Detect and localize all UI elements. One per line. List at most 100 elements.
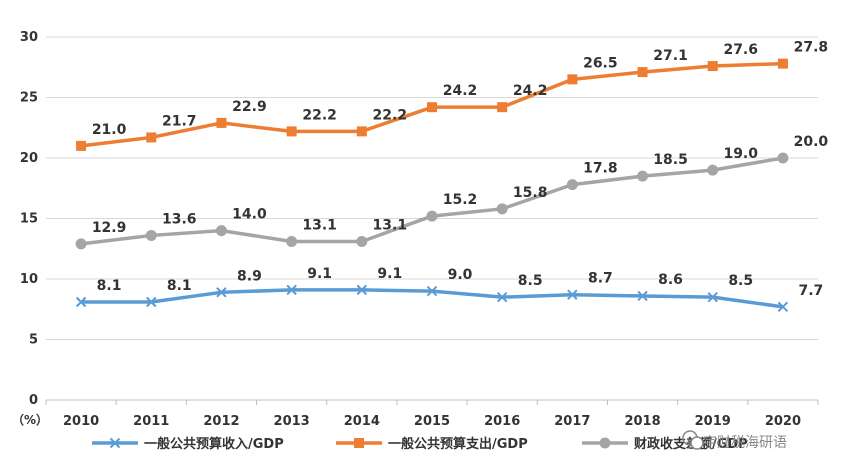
data-label: 18.5 [653, 152, 688, 168]
data-point-marker [356, 126, 367, 137]
data-label: 21.7 [162, 113, 197, 129]
data-point-marker [497, 102, 508, 113]
data-labels: 8.1 8.1 8.9 9.1 9.1 9.0 8.5 8.7 8.6 8.5 7.7 21.0 21.… [92, 40, 829, 299]
data-label: 7.7 [799, 283, 824, 299]
legend-entry: 一般公共预算支出/GDP [336, 436, 528, 452]
series [75, 58, 789, 313]
data-point-marker [216, 117, 227, 128]
data-label: 8.1 [97, 278, 122, 294]
data-point-marker [566, 179, 578, 191]
data-point-marker [216, 287, 227, 298]
legend-label: 一般公共预算收入/GDP [144, 436, 284, 452]
x-tick-label: 2012 [203, 414, 239, 429]
data-point-marker [146, 132, 157, 143]
data-point-marker [286, 235, 298, 247]
data-point-marker [777, 301, 789, 313]
data-label: 27.1 [653, 48, 688, 64]
data-label: 24.2 [443, 83, 478, 99]
data-point-marker [777, 58, 788, 69]
data-label: 8.5 [728, 273, 753, 289]
data-point-marker [599, 437, 611, 449]
series-square [76, 58, 788, 151]
data-label: 13.1 [373, 217, 408, 233]
data-label: 8.9 [237, 268, 262, 284]
data-point-marker [356, 284, 368, 296]
x-tick-label: 2010 [63, 414, 99, 429]
legend-label: 一般公共预算支出/GDP [388, 436, 528, 452]
x-tick-label: 2017 [554, 414, 590, 429]
watermark-text: 宇财税海研语 [703, 435, 787, 451]
data-point-marker [75, 296, 87, 308]
y-tick-label: 10 [20, 272, 38, 287]
data-point-marker [215, 225, 227, 237]
wechat-icon [682, 430, 704, 450]
x-tick-label: 2011 [133, 414, 169, 429]
data-label: 8.1 [167, 278, 192, 294]
data-label: 17.8 [583, 161, 618, 177]
data-label: 9.0 [448, 267, 473, 283]
data-point-marker [567, 74, 578, 85]
data-point-marker [707, 164, 719, 176]
data-label: 27.8 [794, 40, 829, 56]
x-tick-label: 2019 [695, 414, 731, 429]
data-point-marker [427, 102, 437, 113]
data-label: 9.1 [377, 266, 402, 282]
data-label: 19.0 [723, 146, 758, 162]
data-label: 9.1 [307, 266, 332, 282]
x-tick-label: 2013 [274, 414, 310, 429]
data-label: 22.2 [302, 107, 337, 123]
series-x [75, 284, 789, 313]
data-label: 22.2 [373, 107, 408, 123]
data-label: 22.9 [232, 99, 267, 115]
data-point-marker [146, 296, 157, 308]
data-label: 14.0 [232, 207, 267, 223]
data-label: 15.8 [513, 185, 548, 201]
data-label: 15.2 [443, 192, 478, 208]
data-label: 8.7 [588, 271, 613, 287]
data-point-marker [777, 152, 789, 164]
data-point-marker [637, 170, 649, 182]
y-axis-unit-label: （%） [12, 412, 48, 427]
x-tick-label: 2020 [765, 414, 801, 429]
y-tick-label: 20 [20, 151, 38, 166]
data-label: 13.6 [162, 211, 197, 227]
data-point-marker [707, 291, 718, 303]
data-point-marker [496, 203, 508, 215]
y-tick-label: 0 [29, 393, 38, 408]
data-label: 20.0 [794, 134, 829, 150]
x-tick-label: 2018 [624, 414, 660, 429]
data-point-marker [567, 289, 578, 300]
data-point-marker [75, 238, 87, 250]
y-tick-label: 15 [20, 212, 38, 227]
legend-entry: 一般公共预算收入/GDP [92, 436, 284, 452]
data-label: 26.5 [583, 55, 618, 71]
data-point-marker [145, 229, 157, 241]
y-tick-label: 25 [20, 91, 38, 106]
x-tick-label: 2015 [414, 414, 450, 429]
data-point-marker [356, 235, 368, 247]
data-point-marker [109, 437, 121, 449]
data-label: 27.6 [723, 42, 758, 58]
grid [46, 36, 818, 340]
data-label: 8.6 [658, 272, 683, 288]
data-label: 8.5 [518, 273, 543, 289]
y-tick-label: 30 [20, 30, 38, 45]
axes: （%） 0 5 10 15 20 25 30 2010 2011 2012 2013 2014 2015… [12, 30, 819, 429]
data-point-marker [637, 67, 648, 78]
y-tick-label: 5 [29, 333, 38, 348]
data-point-marker [426, 210, 438, 222]
data-label: 24.2 [513, 83, 548, 99]
watermark: 宇财税海研语 [682, 430, 787, 451]
data-point-marker [426, 285, 438, 297]
data-label: 12.9 [92, 220, 127, 236]
data-point-marker [354, 438, 364, 448]
series-line [80, 156, 784, 246]
data-point-marker [286, 284, 297, 296]
data-label: 13.1 [302, 217, 337, 233]
series-circle [75, 152, 789, 250]
x-tick-label: 2016 [484, 414, 520, 429]
data-point-marker [496, 291, 508, 303]
